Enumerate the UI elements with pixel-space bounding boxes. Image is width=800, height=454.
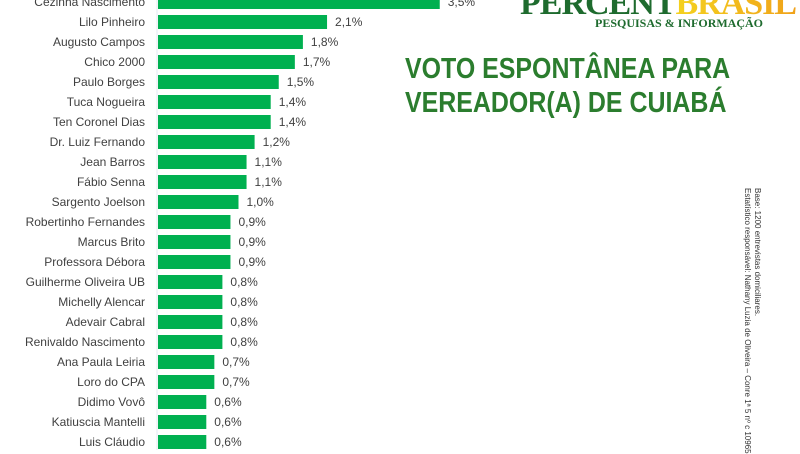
note-line1: Base: 1200 entrevistas domiciliares. bbox=[753, 188, 762, 317]
category-label: Fábio Senna bbox=[77, 175, 145, 189]
bar bbox=[158, 375, 215, 389]
category-label: Katiuscia Mantelli bbox=[52, 415, 145, 429]
category-label: Adevair Cabral bbox=[66, 315, 145, 329]
value-label: 0,7% bbox=[222, 375, 250, 389]
bar bbox=[158, 355, 215, 369]
category-label: Didimo Vovô bbox=[78, 395, 146, 409]
bar bbox=[158, 75, 279, 89]
logo-part1: PERCENT bbox=[520, 0, 676, 22]
value-label: 0,6% bbox=[214, 395, 242, 409]
category-label: Robertinho Fernandes bbox=[26, 215, 145, 229]
bar bbox=[158, 255, 231, 269]
category-label: Renivaldo Nascimento bbox=[25, 335, 145, 349]
bar bbox=[158, 135, 255, 149]
bar bbox=[158, 15, 328, 29]
title-line2: VEREADOR(A) DE CUIABÁ bbox=[405, 87, 727, 119]
percent-brasil-logo: PERCENTBRASIL PESQUISAS & INFORMAÇÃO bbox=[520, 0, 797, 30]
bar bbox=[158, 155, 247, 169]
category-label: Ana Paula Leiria bbox=[57, 355, 145, 369]
value-label: 1,0% bbox=[247, 195, 275, 209]
bar bbox=[158, 55, 295, 69]
bar bbox=[158, 395, 207, 409]
value-label: 0,9% bbox=[238, 255, 266, 269]
category-label: Luis Cláudio bbox=[79, 435, 145, 449]
bar bbox=[158, 95, 271, 109]
logo-part2: BRASIL bbox=[675, 0, 797, 22]
bar bbox=[158, 195, 239, 209]
logo-subtitle: PESQUISAS & INFORMAÇÃO bbox=[595, 16, 764, 30]
bar bbox=[158, 335, 223, 349]
methodology-note: Base: 1200 entrevistas domiciliares. Est… bbox=[742, 188, 762, 454]
value-label: 1,4% bbox=[279, 115, 307, 129]
value-label: 0,8% bbox=[230, 335, 258, 349]
value-label: 0,7% bbox=[222, 355, 250, 369]
category-label: Guilherme Oliveira UB bbox=[26, 275, 145, 289]
value-label: 0,6% bbox=[214, 435, 242, 449]
category-label: Loro do CPA bbox=[77, 375, 145, 389]
category-label: Cezinha Nascimento bbox=[34, 0, 145, 9]
bar bbox=[158, 115, 271, 129]
bar bbox=[158, 295, 223, 309]
value-label: 1,1% bbox=[255, 155, 283, 169]
value-label: 0,8% bbox=[230, 295, 258, 309]
bar bbox=[158, 175, 247, 189]
bar bbox=[158, 435, 207, 449]
category-label: Jean Barros bbox=[80, 155, 145, 169]
category-label: Paulo Borges bbox=[73, 75, 145, 89]
chart-title: VOTO ESPONTÂNEA PARA VEREADOR(A) DE CUIA… bbox=[405, 52, 731, 120]
category-label: Augusto Campos bbox=[53, 35, 145, 49]
category-label: Dr. Luiz Fernando bbox=[50, 135, 146, 149]
value-label: 0,9% bbox=[238, 235, 266, 249]
value-label: 0,8% bbox=[230, 275, 258, 289]
value-label: 2,1% bbox=[335, 15, 363, 29]
bar bbox=[158, 275, 223, 289]
value-label: 1,4% bbox=[279, 95, 307, 109]
category-label: Ten Coronel Dias bbox=[53, 115, 145, 129]
category-label: Chico 2000 bbox=[84, 55, 145, 69]
bar bbox=[158, 0, 440, 9]
value-label: 0,6% bbox=[214, 415, 242, 429]
bar bbox=[158, 315, 223, 329]
value-label: 3,5% bbox=[448, 0, 476, 9]
value-label: 1,8% bbox=[311, 35, 339, 49]
bar bbox=[158, 35, 303, 49]
value-label: 1,5% bbox=[287, 75, 315, 89]
value-label: 0,9% bbox=[238, 215, 266, 229]
bar-chart: Cezinha Nascimento 3,5% Lilo Pinheiro 2,1% A… bbox=[25, 0, 476, 450]
category-label: Tuca Nogueira bbox=[67, 95, 146, 109]
category-label: Lilo Pinheiro bbox=[79, 15, 145, 29]
bar bbox=[158, 415, 207, 429]
category-label: Michelly Alencar bbox=[58, 295, 145, 309]
note-line2: Estatístico responsável: Nathany Luzia d… bbox=[743, 188, 752, 454]
value-label: 1,1% bbox=[255, 175, 283, 189]
category-label: Professora Débora bbox=[44, 255, 145, 269]
value-label: 1,7% bbox=[303, 55, 331, 69]
value-label: 0,8% bbox=[230, 315, 258, 329]
category-label: Sargento Joelson bbox=[52, 195, 145, 209]
title-line1: VOTO ESPONTÂNEA PARA bbox=[405, 53, 731, 85]
bar bbox=[158, 235, 231, 249]
value-label: 1,2% bbox=[263, 135, 291, 149]
bar bbox=[158, 215, 231, 229]
category-label: Marcus Brito bbox=[78, 235, 146, 249]
